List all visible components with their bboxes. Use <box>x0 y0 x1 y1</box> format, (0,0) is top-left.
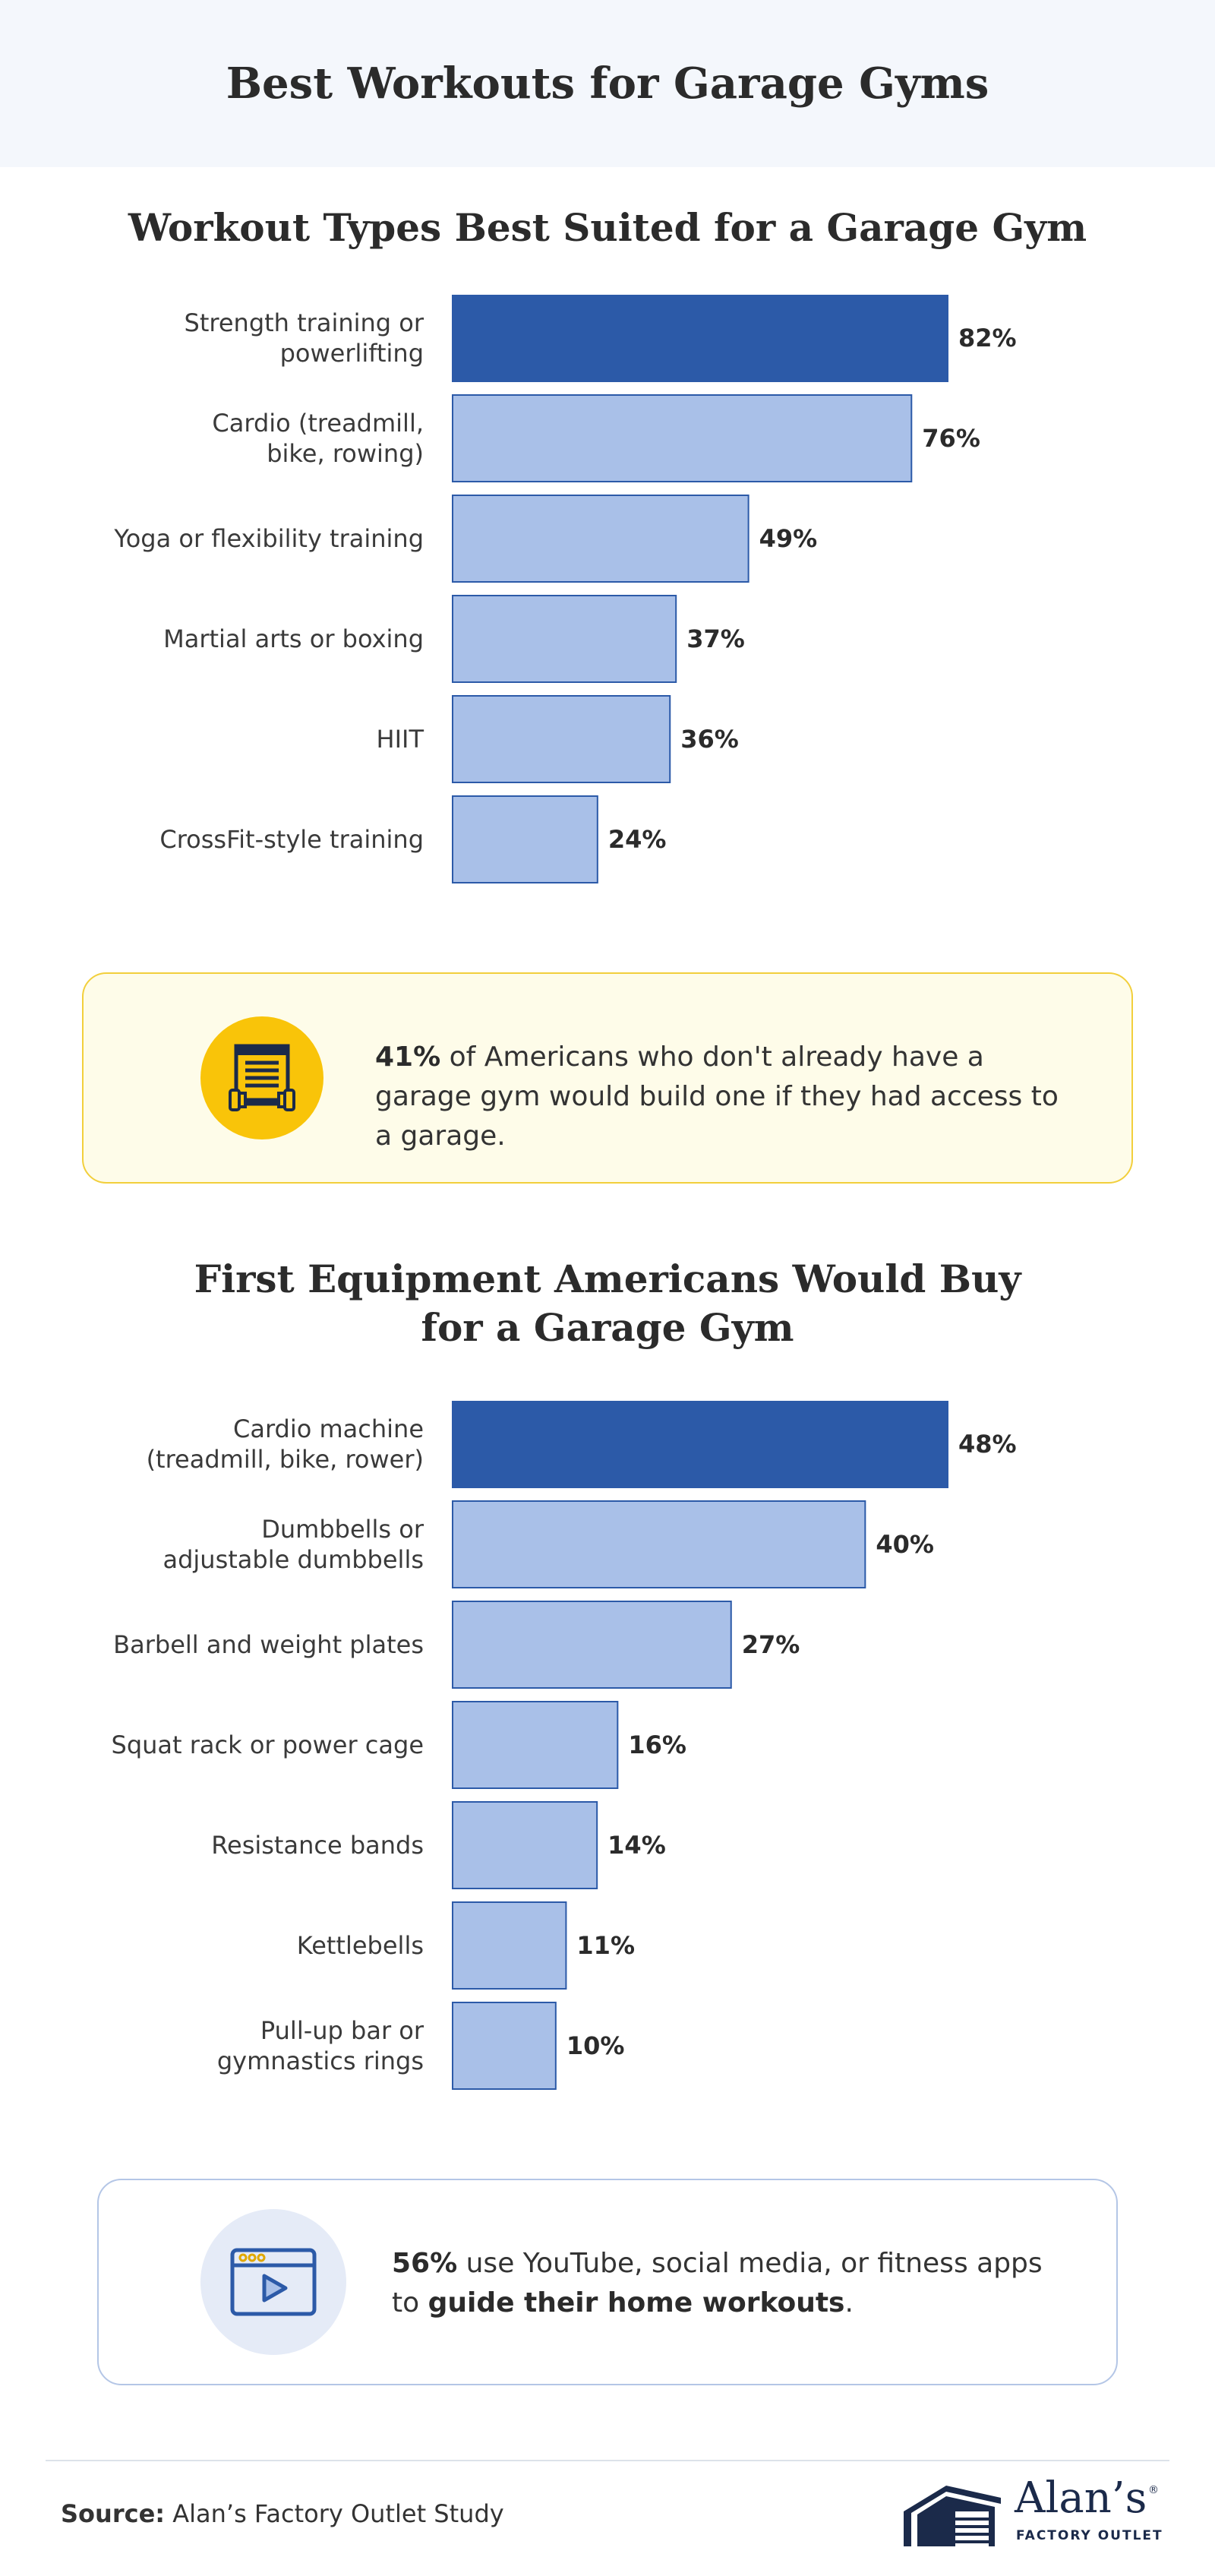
workout-types-value-label-3: 37% <box>686 624 745 653</box>
garage-logo-icon <box>904 2486 1001 2546</box>
garage-gym-callout: 41% of Americans who don't already have … <box>82 972 1133 1184</box>
workout-types-value-label-0: 82% <box>958 324 1017 352</box>
source-note: Source: Alan’s Factory Outlet Study <box>61 2499 504 2528</box>
video-icon-circle <box>200 2209 346 2355</box>
workout-guide-end: . <box>844 2287 854 2318</box>
page-title: Best Workouts for Garage Gyms <box>226 58 989 109</box>
logo-subtitle: FACTORY OUTLET <box>1016 2528 1163 2543</box>
garage-callout-body: of Americans who don't already have a ga… <box>375 1041 1059 1152</box>
workout-types-chart: 82% Strength training or powerlifting 76% Ca… <box>113 295 1017 883</box>
workout-types-value-label-4: 36% <box>680 725 739 754</box>
footer-divider <box>46 2460 1169 2461</box>
first-equipment-bar-2 <box>452 1601 732 1689</box>
first-equipment-chart: 48% Cardio machine (treadmill, bike, rower… <box>112 1401 1017 2090</box>
workout-types-value-label-2: 49% <box>759 524 818 553</box>
first-equipment-category-label-6: Pull-up bar or gymnastics rings <box>217 2016 424 2075</box>
workout-types-value-label-5: 24% <box>608 825 667 854</box>
first-equipment-bar-0 <box>452 1401 948 1488</box>
first-equipment-category-label-3: Squat rack or power cage <box>112 1731 424 1759</box>
first-equipment-category-label-4: Resistance bands <box>211 1831 424 1860</box>
garage-icon-circle <box>200 1016 323 1139</box>
first-equipment-category-label-0: Cardio machine (treadmill, bike, rower) <box>147 1414 424 1474</box>
first-equipment-category-label-5: Kettlebells <box>297 1931 424 1960</box>
workout-types-bar-0 <box>452 295 948 382</box>
garage-dumbbell-icon <box>229 1044 295 1111</box>
workout-types-bar-4 <box>452 695 671 783</box>
source-text: Alan’s Factory Outlet Study <box>165 2499 504 2528</box>
video-player-icon <box>230 2248 317 2316</box>
workout-guide-stat: 56% <box>392 2248 458 2279</box>
chart2-title-line-2: for a Garage Gym <box>421 1305 794 1350</box>
chart2-title-line-1: First Equipment Americans Would Buy <box>194 1256 1021 1301</box>
workout-types-category-label-0: Strength training or powerlifting <box>185 308 424 368</box>
first-equipment-bar-3 <box>452 1701 619 1789</box>
workout-guide-text: 56% use YouTube, social media, or fitnes… <box>392 2244 1045 2323</box>
workout-guide-emphasis: guide their home workouts <box>428 2287 845 2318</box>
garage-callout-stat: 41% <box>375 1041 441 1073</box>
workout-types-bar-1 <box>452 394 913 482</box>
workout-types-category-label-1: Cardio (treadmill, bike, rowing) <box>212 409 424 468</box>
workout-types-bar-2 <box>452 495 750 583</box>
workout-guide-body: use YouTube, social media, or fitness ap… <box>392 2248 1043 2318</box>
first-equipment-value-label-2: 27% <box>742 1630 800 1659</box>
first-equipment-value-label-1: 40% <box>876 1530 934 1559</box>
workout-types-bar-3 <box>452 595 677 683</box>
source-label: Source: <box>61 2499 166 2528</box>
garage-callout-text: 41% of Americans who don't already have … <box>375 1038 1059 1156</box>
first-equipment-bar-5 <box>452 1901 567 1990</box>
first-equipment-category-label-2: Barbell and weight plates <box>113 1630 424 1659</box>
first-equipment-bar-4 <box>452 1801 598 1889</box>
logo-name: Alan’s <box>1015 2473 1147 2523</box>
workout-types-category-label-3: Martial arts or boxing <box>163 624 424 653</box>
workout-types-bar-5 <box>452 795 598 883</box>
logo-registered-mark: ® <box>1148 2484 1159 2496</box>
first-equipment-value-label-5: 11% <box>576 1931 635 1960</box>
first-equipment-value-label-6: 10% <box>566 2031 625 2060</box>
first-equipment-category-label-1: Dumbbells or adjustable dumbbells <box>163 1515 424 1574</box>
workout-types-category-label-4: HIIT <box>377 725 424 754</box>
workout-types-category-label-2: Yoga or flexibility training <box>113 524 424 553</box>
first-equipment-bar-6 <box>452 2002 557 2090</box>
alans-logo: Alan’s ® FACTORY OUTLET <box>901 2473 1162 2551</box>
workout-guide-callout: 56% use YouTube, social media, or fitnes… <box>97 2179 1118 2385</box>
chart1-title: Workout Types Best Suited for a Garage G… <box>128 205 1087 250</box>
first-equipment-value-label-4: 14% <box>608 1831 666 1860</box>
workout-types-value-label-1: 76% <box>922 424 980 453</box>
workout-types-category-label-5: CrossFit-style training <box>159 825 424 854</box>
first-equipment-bar-1 <box>452 1500 866 1588</box>
first-equipment-value-label-3: 16% <box>628 1731 686 1759</box>
first-equipment-value-label-0: 48% <box>958 1430 1017 1459</box>
chart2-title: First Equipment Americans Would Buy for … <box>0 1255 1215 1352</box>
header-banner: Best Workouts for Garage Gyms <box>0 0 1215 167</box>
